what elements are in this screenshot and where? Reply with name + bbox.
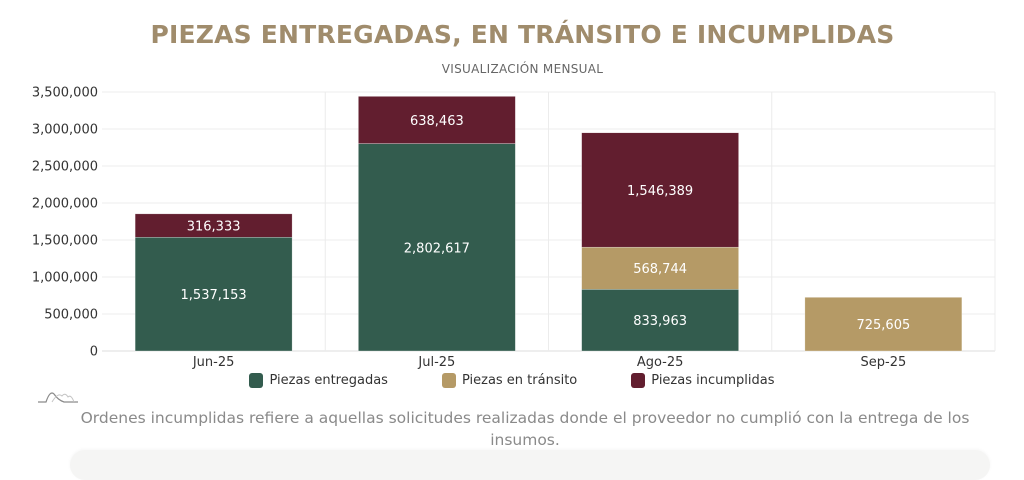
y-tick-label: 1,500,000 <box>32 234 98 249</box>
bar-segment <box>581 289 739 352</box>
chart-title: PIEZAS ENTREGADAS, EN TRÁNSITO E INCUMPL… <box>150 20 895 49</box>
legend-label: Piezas incumplidas <box>651 373 775 388</box>
stacked-bar-chart: 0 500,000 1,000,000 1,500,000 2,000,000 2,500… <box>32 86 996 370</box>
legend-swatch-transito <box>441 373 456 388</box>
legend-item-transito[interactable]: Piezas en tránsito <box>441 373 578 388</box>
bar-segment <box>134 213 293 238</box>
legend-swatch-incumplidas <box>631 373 646 388</box>
x-tick-label: Jun-25 <box>192 355 235 370</box>
x-tick-label: Jul-25 <box>417 355 455 370</box>
y-tick-label: 500,000 <box>44 308 98 323</box>
bar-segment <box>358 96 516 144</box>
bar-segment <box>358 143 516 352</box>
data-label: 1,546,389 <box>627 184 693 199</box>
legend-item-incumplidas[interactable]: Piezas incumplidas <box>631 373 775 388</box>
y-tick-label: 2,500,000 <box>32 160 98 175</box>
bar-segment <box>581 246 739 290</box>
y-tick-label: 3,000,000 <box>32 123 98 138</box>
data-label: 2,802,617 <box>404 241 470 256</box>
y-tick-label: 1,000,000 <box>32 271 98 286</box>
footnote: Ordenes incumplidas refiere a aquellas s… <box>80 409 970 449</box>
y-tick-label: 0 <box>90 345 98 360</box>
legend-label: Piezas en tránsito <box>461 373 578 388</box>
data-label: 638,463 <box>410 114 464 129</box>
legend-item-entregadas[interactable]: Piezas entregadas <box>249 373 388 388</box>
bar-segment <box>581 132 739 248</box>
bar-segment <box>804 297 963 352</box>
mountains-logo-icon <box>36 388 80 408</box>
bottom-card <box>70 450 990 480</box>
data-label: 316,333 <box>187 220 241 235</box>
data-label: 725,605 <box>856 318 910 333</box>
legend: Piezas entregadas Piezas en tránsito Pie… <box>0 373 1024 388</box>
bar-segment <box>134 237 293 352</box>
data-label: 1,537,153 <box>181 288 247 303</box>
x-tick-label: Ago-25 <box>637 355 684 370</box>
data-label: 568,744 <box>633 262 687 277</box>
legend-swatch-entregadas <box>249 373 264 388</box>
x-tick-label: Sep-25 <box>861 355 907 370</box>
legend-label: Piezas entregadas <box>269 373 388 388</box>
y-tick-label: 3,500,000 <box>32 86 98 101</box>
y-tick-label: 2,000,000 <box>32 197 98 212</box>
chart-subtitle: VISUALIZACIÓN MENSUAL <box>441 62 604 76</box>
data-label: 833,963 <box>633 314 687 329</box>
